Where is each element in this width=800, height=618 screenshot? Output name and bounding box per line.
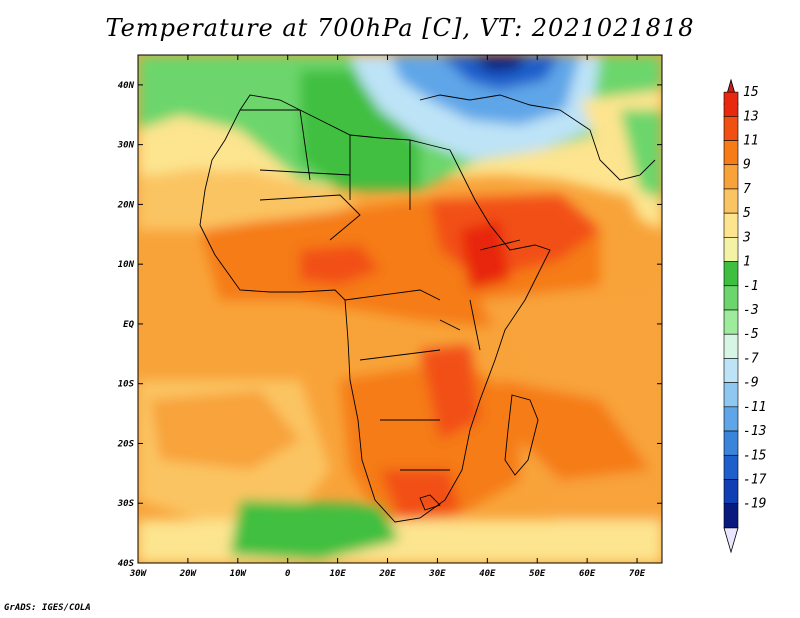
colorbar-swatch [723,454,739,480]
lon-label: 30E [428,569,446,579]
lon-label: 20W [179,569,198,579]
colorbar-label: 15 [743,85,759,100]
colorbar-label: 9 [743,158,751,173]
colorbar-swatch [723,406,739,432]
colorbar-swatch [723,188,739,214]
colorbar-label: 11 [743,134,759,149]
colorbar-label: 5 [743,206,751,221]
colorbar-swatch [723,358,739,383]
colorbar-swatch [723,237,739,262]
colorbar-swatch [723,382,739,408]
colorbar-label: 3 [742,230,751,245]
lat-label: 30S [117,499,135,509]
colorbar-label: -3 [743,303,759,318]
temperature-field [138,55,662,563]
lat-axis: 40N 30N 20N 10N EQ 10S 20S 30S 40S [117,81,662,569]
lon-label: 20E [378,569,396,579]
colorbar-label: -17 [743,472,767,487]
colorbar-label: 7 [743,182,751,197]
colorbar-swatch [723,285,739,311]
lon-label: 10E [329,569,346,579]
map-frame [137,54,663,564]
colorbar-label: -13 [743,424,766,439]
colorbar-swatch [723,116,739,141]
colorbar-label: -15 [743,448,767,463]
lon-label: 30W [129,569,148,579]
lon-label: 60E [579,569,596,579]
colorbar-swatch [723,503,739,529]
colorbar-label: -1 [743,279,759,294]
colorbar-label: -19 [743,497,766,512]
colorbar-label: 13 [743,109,759,124]
lat-label: 10S [118,380,135,390]
colorbar-label: 1 [743,255,751,270]
colorbar-swatch [723,261,739,287]
colorbar-label: -5 [743,327,759,342]
lon-label: 70E [629,569,646,579]
lon-label: 40E [479,569,496,579]
colorbar-swatch [723,212,739,238]
lat-label: 40N [118,81,135,91]
colorbar-swatch [723,309,739,335]
grads-credit: GrADS: IGES/COLA [4,603,91,613]
lat-label: 30N [117,141,135,151]
lon-axis: 30W 20W 10W 0 10E 20E 30E 40E 50E 60E 70E [129,55,646,579]
lat-label: 10N [118,260,135,270]
chart-title: Temperature at 700hPa [C], VT: 202102181… [105,14,695,42]
colorbar-swatch [723,430,739,456]
lat-label: 20N [117,200,135,210]
lat-label: EQ [123,320,134,330]
colorbar: 15 13 11 9 7 5 3 1 -1 -3 -5 -7 -9 -11 -13 -15 -17 -19 [723,78,767,554]
colorbar-swatch [723,140,739,166]
colorbar-label: -7 [743,351,759,366]
colorbar-swatch [723,333,739,359]
lon-label: 50E [529,569,546,579]
lat-label: 20S [117,439,135,449]
coastline [199,94,656,523]
lon-label: 0 [285,569,291,579]
colorbar-label: -9 [743,376,759,391]
colorbar-swatch [723,164,739,190]
lat-label: 40S [118,559,135,569]
colorbar-swatch [723,479,739,504]
colorbar-swatch [723,91,739,117]
colorbar-bottom-arrow [723,527,739,554]
lon-label: 10W [230,569,248,579]
colorbar-label: -11 [743,400,766,415]
